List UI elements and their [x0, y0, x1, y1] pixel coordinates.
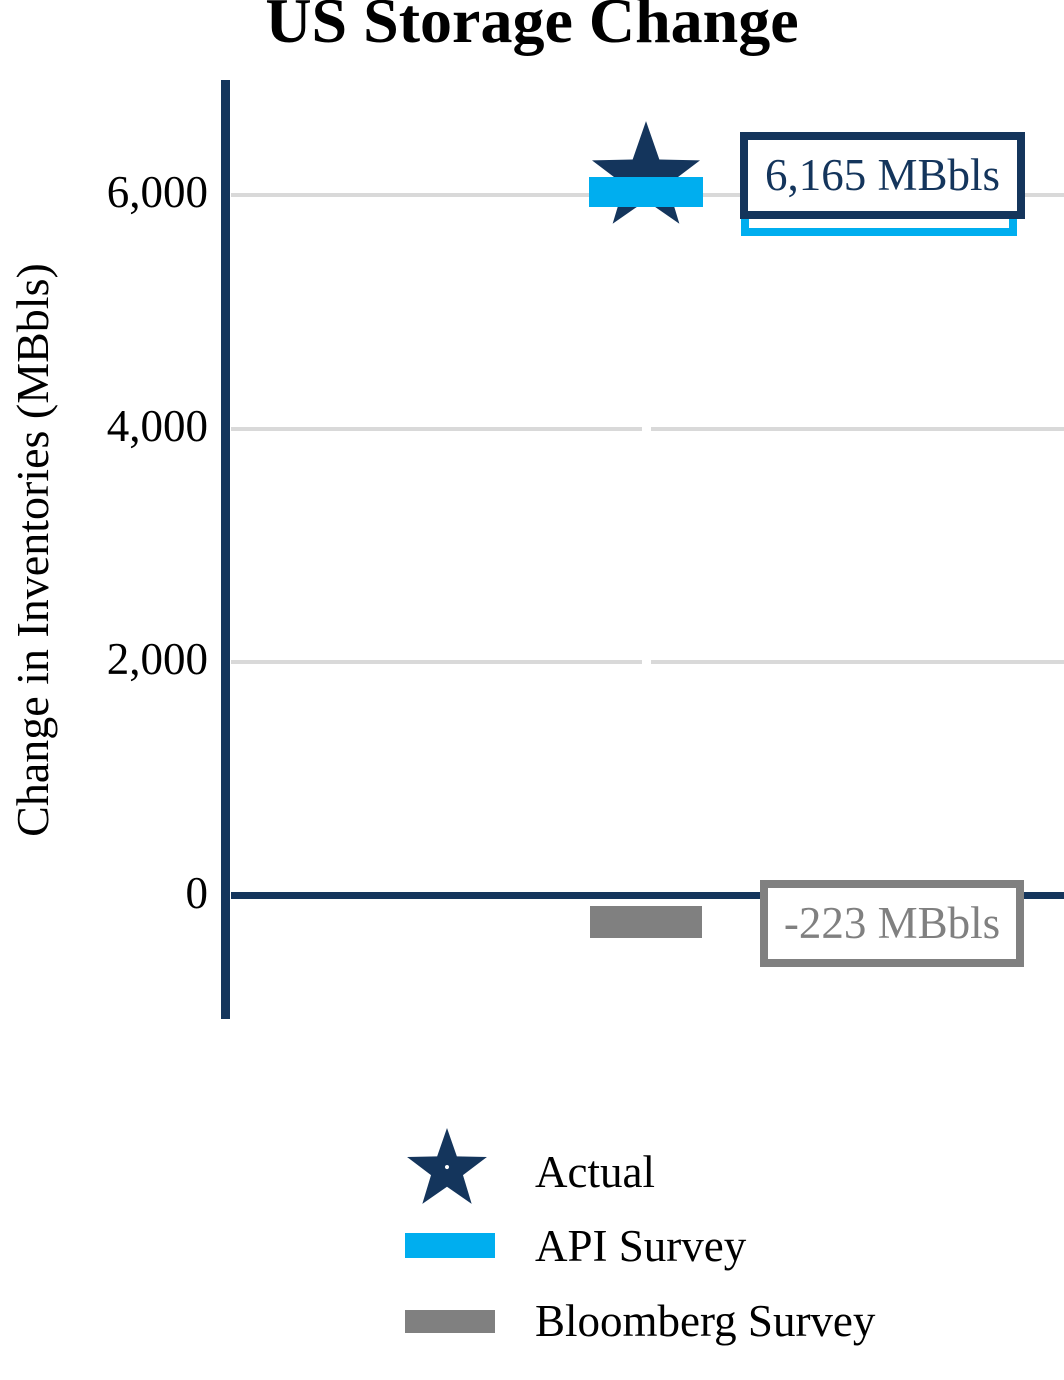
zero-axis-line [231, 892, 1064, 899]
legend-label-bloomberg: Bloomberg Survey [535, 1296, 876, 1346]
api-survey-swatch [405, 1233, 495, 1258]
y-axis-spine [221, 80, 230, 1019]
gridline-2000-right [651, 660, 1064, 664]
gridline-4000-right [651, 427, 1064, 431]
legend-label-actual: Actual [535, 1147, 655, 1197]
y-tick-4000: 4,000 [106, 401, 208, 451]
chart-title: US Storage Change [265, 0, 799, 56]
actual-value-label: 6,165 MBbls [764, 150, 1001, 200]
bloomberg-value-label: -223 MBbls [783, 898, 1001, 948]
bloomberg-survey-bar [590, 906, 702, 938]
y-tick-0: 0 [185, 868, 209, 918]
api-survey-bar [589, 177, 703, 207]
bloomberg-survey-swatch [405, 1310, 495, 1333]
gridline-6000-left [231, 193, 642, 197]
gridline-2000-left [231, 660, 642, 664]
y-axis-title: Change in Inventories (MBbls) [7, 263, 58, 837]
star-icon [407, 1128, 487, 1204]
y-tick-6000: 6,000 [106, 167, 208, 217]
actual-value-label-box: 6,165 MBbls [740, 132, 1025, 219]
y-tick-2000: 2,000 [106, 634, 208, 684]
actual-star-marker [592, 121, 700, 224]
gridline-4000-left [231, 427, 642, 431]
bloomberg-value-label-box: -223 MBbls [760, 880, 1024, 967]
legend-label-api: API Survey [535, 1221, 747, 1271]
